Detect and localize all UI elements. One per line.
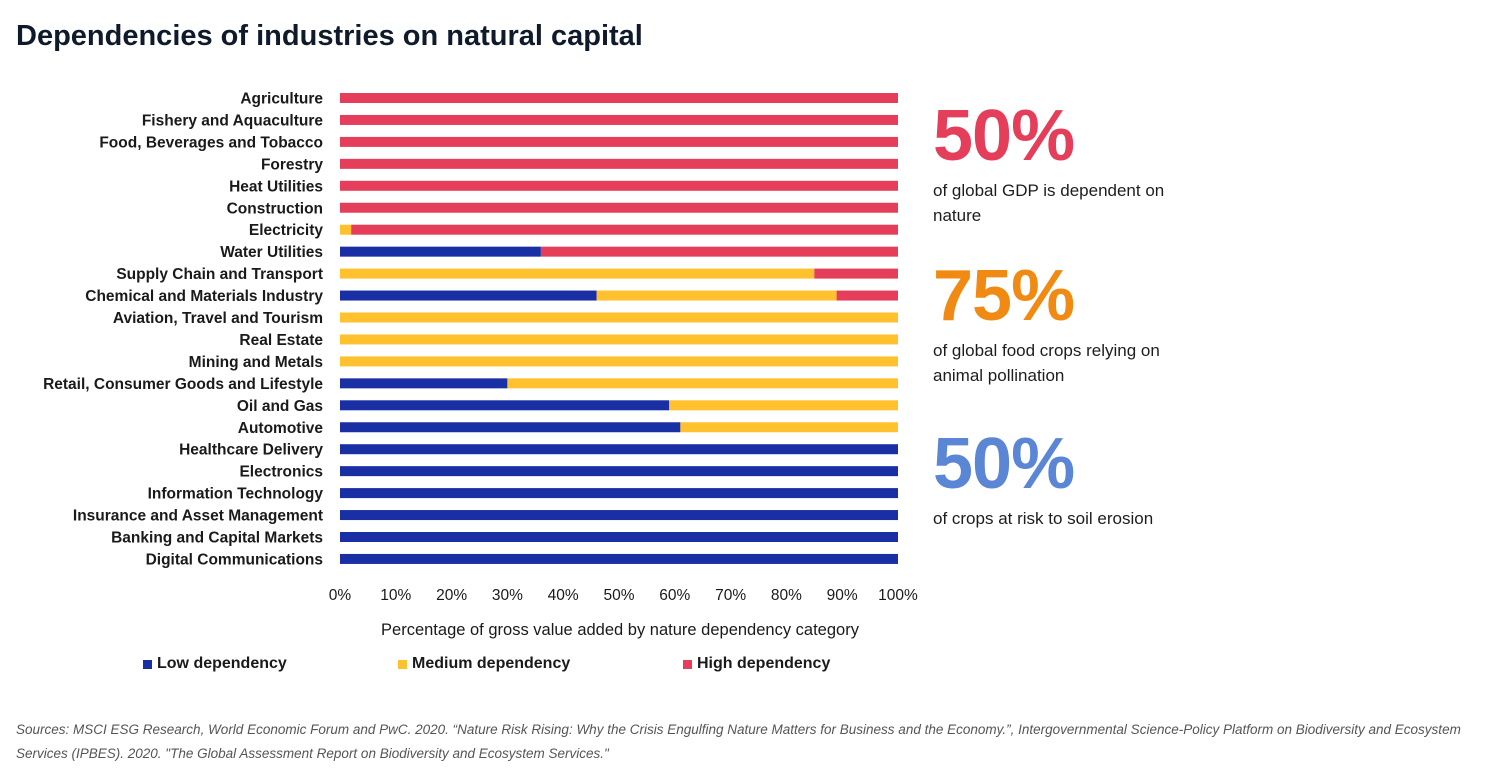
bar-low-water-utilities: [340, 246, 541, 257]
bar-medium-chemical-and-materials-industry: [596, 290, 837, 301]
legend-label-low: Low dependency: [157, 655, 287, 672]
x-tick-label: 0%: [329, 587, 352, 604]
x-tick-label: 30%: [492, 587, 523, 604]
x-tick-label: 70%: [715, 587, 746, 604]
category-label-banking-and-capital-markets: Banking and Capital Markets: [111, 530, 323, 547]
x-tick-label: 60%: [659, 587, 690, 604]
bar-medium-electricity: [340, 224, 352, 235]
bar-low-insurance-and-asset-management: [340, 510, 898, 521]
bar-medium-aviation-travel-and-tourism: [340, 312, 898, 323]
x-tick-label: 40%: [548, 587, 579, 604]
stat-soil-erosion-text: of crops at risk to soil erosion: [933, 509, 1154, 528]
bar-high-supply-chain-and-transport: [814, 268, 898, 279]
bar-high-water-utilities: [540, 246, 898, 257]
category-label-automotive: Automotive: [238, 420, 324, 437]
stat-gdp-text: of global GDP is dependent on nature: [933, 181, 1165, 225]
category-label-construction: Construction: [227, 200, 323, 217]
legend-swatch-medium: [398, 659, 407, 669]
bar-low-banking-and-capital-markets: [340, 532, 898, 542]
category-label-retail-consumer-goods-and-lifestyle: Retail, Consumer Goods and Lifestyle: [43, 376, 323, 393]
category-label-insurance-and-asset-management: Insurance and Asset Management: [73, 508, 323, 525]
bar-low-healthcare-delivery: [340, 444, 898, 455]
category-label-heat-utilities: Heat Utilities: [229, 178, 323, 195]
bar-high-electricity: [351, 224, 898, 235]
category-label-mining-and-metals: Mining and Metals: [189, 354, 323, 371]
bar-low-oil-and-gas: [340, 400, 670, 411]
bar-medium-supply-chain-and-transport: [340, 268, 815, 279]
bar-medium-mining-and-metals: [340, 356, 898, 367]
chart-title: Dependencies of industries on natural ca…: [16, 20, 643, 52]
category-label-electronics: Electronics: [239, 464, 323, 481]
category-label-information-technology: Information Technology: [148, 486, 324, 503]
category-label-fishery-and-aquaculture: Fishery and Aquaculture: [142, 112, 324, 129]
bar-high-forestry: [340, 158, 898, 169]
category-label-oil-and-gas: Oil and Gas: [237, 398, 323, 415]
bar-low-electronics: [340, 466, 898, 477]
x-tick-label: 90%: [827, 587, 858, 604]
chart-legend: Low dependency Medium dependency High de…: [0, 655, 1000, 679]
category-label-chemical-and-materials-industry: Chemical and Materials Industry: [85, 288, 323, 305]
stat-gdp-value: 50%: [933, 96, 1075, 176]
category-label-electricity: Electricity: [249, 222, 323, 239]
legend-item-low: Low dependency: [143, 655, 287, 673]
bar-medium-automotive: [680, 422, 898, 433]
sources-note: Sources: MSCI ESG Research, World Econom…: [16, 722, 1461, 761]
bar-high-agriculture: [340, 93, 898, 103]
bar-high-chemical-and-materials-industry: [836, 290, 898, 301]
bar-high-heat-utilities: [340, 180, 898, 191]
bar-medium-real-estate: [340, 334, 898, 345]
category-label-real-estate: Real Estate: [239, 332, 323, 349]
legend-item-medium: Medium dependency: [398, 655, 570, 673]
stat-pollination: 75% of global food crops relying on anim…: [933, 260, 1193, 388]
legend-label-high: High dependency: [697, 655, 831, 672]
category-label-water-utilities: Water Utilities: [220, 244, 323, 261]
bar-medium-oil-and-gas: [669, 400, 898, 411]
category-label-food-beverages-and-tobacco: Food, Beverages and Tobacco: [99, 134, 323, 151]
legend-item-high: High dependency: [683, 655, 830, 673]
bar-low-automotive: [340, 422, 681, 433]
stacked-bar-chart: Agriculture Fishery and Aquaculture Food, …: [43, 91, 918, 640]
bar-low-retail-consumer-goods-and-lifestyle: [340, 378, 508, 389]
x-tick-label: 80%: [771, 587, 802, 604]
bar-high-fishery-and-aquaculture: [340, 114, 898, 125]
stat-pollination-text: of global food crops relying on animal p…: [933, 341, 1160, 385]
legend-swatch-high: [683, 659, 692, 669]
category-label-agriculture: Agriculture: [240, 91, 323, 108]
bar-low-digital-communications: [340, 553, 898, 564]
stat-gdp: 50% of global GDP is dependent on nature: [933, 100, 1193, 228]
x-tick-label: 50%: [603, 587, 634, 604]
category-label-digital-communications: Digital Communications: [146, 551, 323, 568]
x-tick-label: 10%: [380, 587, 411, 604]
legend-label-medium: Medium dependency: [412, 655, 571, 672]
category-label-healthcare-delivery: Healthcare Delivery: [179, 442, 323, 459]
bar-medium-retail-consumer-goods-and-lifestyle: [507, 378, 898, 389]
x-tick-label: 20%: [436, 587, 467, 604]
bar-high-food-beverages-and-tobacco: [340, 136, 898, 147]
stat-soil-erosion: 50% of crops at risk to soil erosion: [933, 428, 1193, 531]
stat-soil-erosion-value: 50%: [933, 424, 1075, 504]
category-label-forestry: Forestry: [261, 156, 323, 173]
stat-pollination-value: 75%: [933, 256, 1075, 336]
bar-high-construction: [340, 202, 898, 213]
category-label-aviation-travel-and-tourism: Aviation, Travel and Tourism: [113, 310, 323, 327]
bar-low-chemical-and-materials-industry: [340, 290, 597, 301]
legend-swatch-low: [143, 659, 152, 669]
bar-low-information-technology: [340, 488, 898, 499]
category-label-supply-chain-and-transport: Supply Chain and Transport: [116, 266, 323, 283]
x-tick-label: 100%: [878, 587, 918, 604]
x-axis-label: Percentage of gross value added by natur…: [381, 621, 860, 639]
